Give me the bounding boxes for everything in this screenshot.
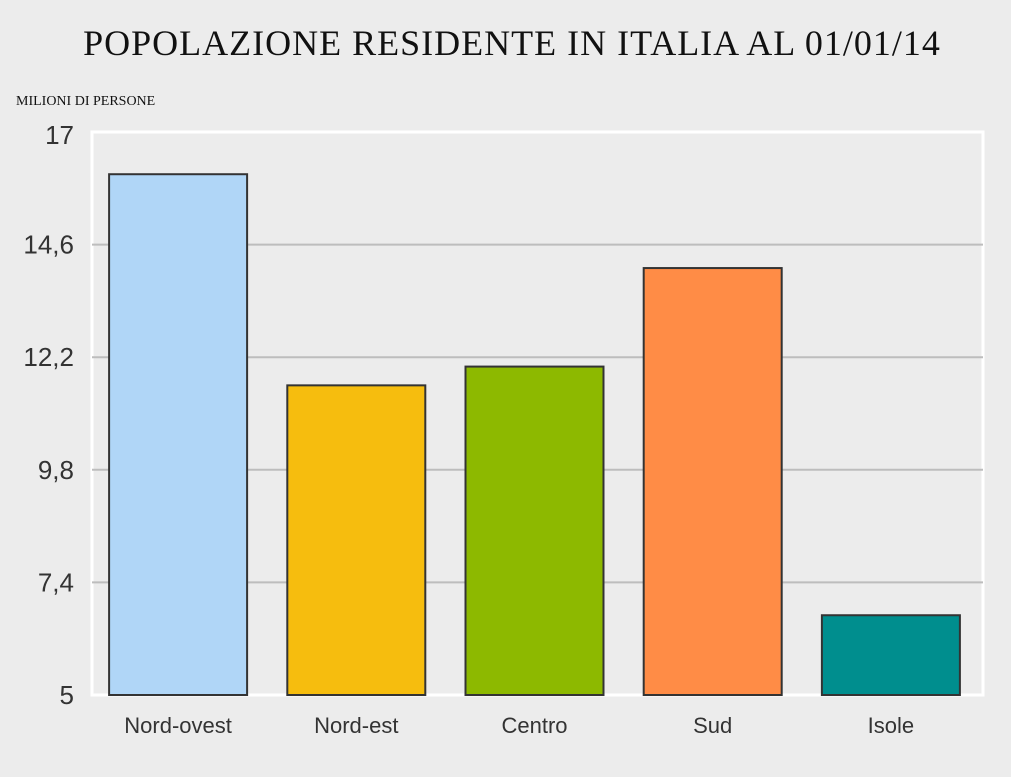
x-axis-ticks: Nord-ovest Nord-est Centro Sud Isole [124,713,914,738]
y-tick-label: 5 [60,680,74,710]
x-tick-label: Isole [868,713,914,738]
bar-isole [820,614,961,696]
x-tick-label: Centro [501,713,567,738]
bar-centro [464,365,605,696]
x-tick-label: Nord-est [314,713,398,738]
bar-sud [642,267,783,696]
x-tick-label: Sud [693,713,732,738]
y-axis-ticks: 5 7,4 9,8 12,2 14,6 17 [23,120,74,710]
y-tick-label: 17 [45,120,74,150]
y-axis-label: MILIONI DI PERSONE [16,94,155,109]
chart-title: POPOLAZIONE RESIDENTE IN ITALIA AL 01/01… [83,23,941,63]
bar-nord-est [286,384,427,696]
y-tick-label: 14,6 [23,230,74,260]
y-tick-label: 9,8 [38,455,74,485]
bars [108,173,961,697]
y-tick-label: 7,4 [38,567,74,597]
bar-nord-ovest [108,173,249,697]
y-tick-label: 12,2 [23,342,74,372]
x-tick-label: Nord-ovest [124,713,232,738]
